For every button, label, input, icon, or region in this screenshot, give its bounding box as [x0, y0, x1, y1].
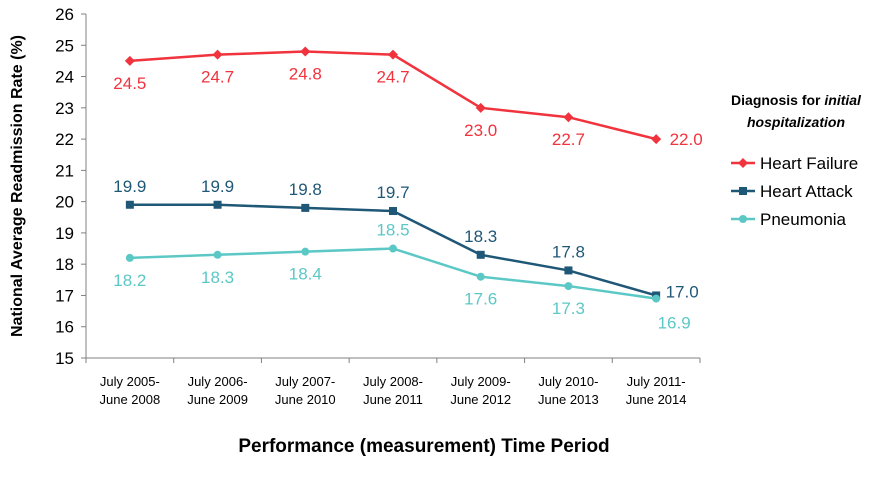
heart-attack-data-label: 19.9	[201, 177, 234, 196]
y-tick-label: 24	[55, 68, 74, 87]
heart-failure-data-label: 24.8	[289, 65, 322, 84]
heart-attack-point	[213, 200, 222, 209]
heart-failure-point	[300, 46, 311, 57]
heart-attack-point	[125, 200, 134, 209]
y-tick-label: 15	[55, 349, 74, 368]
pneumonia-data-label: 18.5	[376, 221, 409, 240]
y-axis-ticks: 15 16 17 18 19 20 21 22 23 24 25 26	[55, 5, 86, 368]
pneumonia-data-label: 18.4	[289, 265, 322, 284]
legend-title-line2: hospitalization	[747, 114, 845, 130]
data-labels: 24.5 24.7 24.8 24.7 23.0 22.7 22.0 19.9 19.9 19.8…	[113, 65, 702, 333]
y-tick-label: 26	[55, 5, 74, 24]
chart-series	[124, 46, 662, 303]
pneumonia-legend-label: Pneumonia	[760, 210, 847, 229]
pneumonia-point	[389, 244, 397, 253]
heart-failure-legend-marker	[738, 158, 748, 168]
heart-failure-point	[388, 49, 398, 60]
y-tick-label: 16	[55, 318, 74, 337]
y-tick-label: 21	[55, 161, 74, 180]
heart-failure-line	[129, 50, 657, 141]
pneumonia-data-label: 18.3	[201, 268, 234, 287]
y-tick-label: 22	[55, 130, 74, 149]
heart-failure-point	[563, 112, 574, 123]
heart-failure-data-label: 22.0	[670, 130, 703, 149]
x-tick-label: July 2006-June 2009	[187, 374, 248, 407]
heart-failure-point	[475, 102, 486, 113]
heart-attack-data-label: 17.0	[666, 282, 699, 301]
pneumonia-point	[476, 272, 485, 281]
heart-failure-data-label: 22.7	[552, 130, 585, 149]
pneumonia-data-label: 17.3	[552, 299, 585, 318]
heart-failure-data-label: 24.5	[113, 74, 146, 93]
heart-attack-data-label: 19.8	[289, 180, 322, 199]
legend-title: Diagnosis for initial	[731, 92, 862, 108]
heart-failure-data-label: 24.7	[201, 68, 234, 87]
y-axis-label: National Average Readmission Rate (%)	[9, 35, 26, 337]
legend-title-plain: Diagnosis for	[731, 92, 824, 108]
y-tick-label: 18	[55, 255, 74, 274]
heart-failure-legend-label: Heart Failure	[760, 154, 858, 173]
heart-failure-point	[124, 55, 135, 66]
x-axis-ticks: July 2005-June 2008 July 2006-June 2009 Ju…	[85, 358, 701, 407]
pneumonia-point	[125, 253, 134, 262]
heart-failure-point	[212, 49, 223, 60]
pneumonia-point	[301, 247, 310, 256]
chart-axes	[85, 14, 700, 359]
y-tick-label: 20	[55, 193, 74, 212]
y-tick-label: 23	[55, 99, 74, 118]
pneumonia-data-label: 16.9	[658, 314, 691, 333]
heart-failure-point	[651, 134, 662, 145]
pneumonia-point	[564, 282, 573, 291]
heart-failure-data-label: 24.7	[376, 68, 409, 87]
pneumonia-point	[652, 294, 661, 303]
pneumonia-data-label: 17.6	[464, 290, 497, 309]
heart-attack-legend-label: Heart Attack	[760, 182, 853, 201]
heart-attack-data-label: 17.8	[552, 242, 585, 261]
x-tick-label: July 2011-June 2014	[626, 374, 687, 407]
pneumonia-legend-marker	[739, 215, 747, 223]
heart-attack-point	[389, 207, 397, 216]
heart-attack-data-label: 19.7	[376, 183, 409, 202]
heart-attack-data-label: 18.3	[464, 227, 497, 246]
x-tick-label: July 2005-June 2008	[99, 374, 160, 407]
x-tick-label: July 2007-June 2010	[275, 374, 336, 407]
legend-title-italic: initial	[824, 92, 862, 108]
pneumonia-data-label: 18.2	[113, 271, 146, 290]
x-axis-label: Performance (measurement) Time Period	[238, 436, 609, 457]
heart-attack-point	[564, 266, 573, 275]
chart-legend: Diagnosis for initial hospitalization He…	[731, 92, 862, 229]
x-tick-label: July 2009-June 2012	[450, 374, 511, 407]
x-tick-label: July 2010-June 2013	[538, 374, 599, 407]
y-tick-label: 17	[55, 286, 74, 305]
x-tick-label: July 2008-June 2011	[363, 374, 423, 407]
y-tick-label: 19	[55, 224, 74, 243]
heart-attack-legend-marker	[739, 187, 747, 195]
y-tick-label: 25	[55, 36, 74, 55]
heart-failure-data-label: 23.0	[464, 121, 497, 140]
heart-attack-data-label: 19.9	[113, 177, 146, 196]
pneumonia-point	[213, 250, 222, 259]
heart-attack-point	[301, 203, 310, 212]
heart-attack-point	[476, 250, 485, 259]
